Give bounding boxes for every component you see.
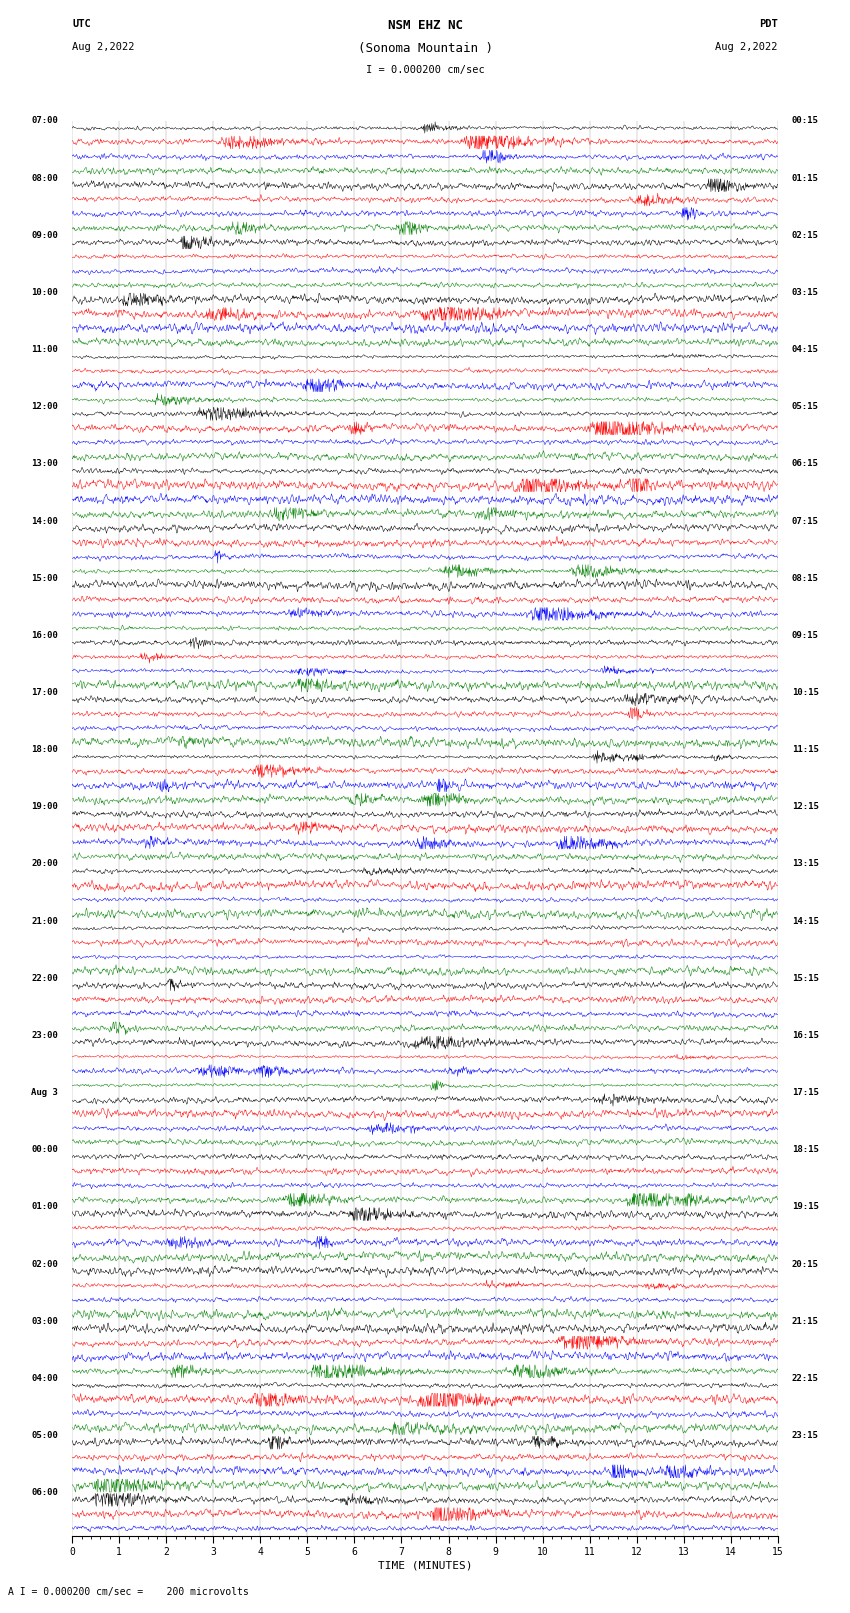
Text: PDT: PDT — [759, 19, 778, 29]
Text: I = 0.000200 cm/sec: I = 0.000200 cm/sec — [366, 65, 484, 74]
Text: Aug 2,2022: Aug 2,2022 — [715, 42, 778, 52]
Text: 02:00: 02:00 — [31, 1260, 58, 1268]
Text: 07:15: 07:15 — [792, 516, 819, 526]
Text: 20:15: 20:15 — [792, 1260, 819, 1268]
Text: Aug 3: Aug 3 — [31, 1089, 58, 1097]
Text: 16:00: 16:00 — [31, 631, 58, 640]
Text: 02:15: 02:15 — [792, 231, 819, 240]
Text: 22:15: 22:15 — [792, 1374, 819, 1382]
Text: 00:15: 00:15 — [792, 116, 819, 126]
Text: 12:00: 12:00 — [31, 402, 58, 411]
Text: 03:15: 03:15 — [792, 289, 819, 297]
X-axis label: TIME (MINUTES): TIME (MINUTES) — [377, 1560, 473, 1569]
Text: (Sonoma Mountain ): (Sonoma Mountain ) — [358, 42, 492, 55]
Text: 18:15: 18:15 — [792, 1145, 819, 1155]
Text: 15:00: 15:00 — [31, 574, 58, 582]
Text: 00:00: 00:00 — [31, 1145, 58, 1155]
Text: 09:00: 09:00 — [31, 231, 58, 240]
Text: 21:15: 21:15 — [792, 1316, 819, 1326]
Text: 03:00: 03:00 — [31, 1316, 58, 1326]
Text: 13:15: 13:15 — [792, 860, 819, 868]
Text: 05:15: 05:15 — [792, 402, 819, 411]
Text: 10:15: 10:15 — [792, 689, 819, 697]
Text: 16:15: 16:15 — [792, 1031, 819, 1040]
Text: 13:00: 13:00 — [31, 460, 58, 468]
Text: 01:15: 01:15 — [792, 174, 819, 182]
Text: A I = 0.000200 cm/sec =    200 microvolts: A I = 0.000200 cm/sec = 200 microvolts — [8, 1587, 249, 1597]
Text: 19:00: 19:00 — [31, 802, 58, 811]
Text: 10:00: 10:00 — [31, 289, 58, 297]
Text: NSM EHZ NC: NSM EHZ NC — [388, 19, 462, 32]
Text: 20:00: 20:00 — [31, 860, 58, 868]
Text: 12:15: 12:15 — [792, 802, 819, 811]
Text: 22:00: 22:00 — [31, 974, 58, 982]
Text: 08:00: 08:00 — [31, 174, 58, 182]
Text: 11:15: 11:15 — [792, 745, 819, 755]
Text: 11:00: 11:00 — [31, 345, 58, 355]
Text: 19:15: 19:15 — [792, 1202, 819, 1211]
Text: 05:00: 05:00 — [31, 1431, 58, 1440]
Text: 23:00: 23:00 — [31, 1031, 58, 1040]
Text: 09:15: 09:15 — [792, 631, 819, 640]
Text: UTC: UTC — [72, 19, 91, 29]
Text: 07:00: 07:00 — [31, 116, 58, 126]
Text: 06:15: 06:15 — [792, 460, 819, 468]
Text: 06:00: 06:00 — [31, 1489, 58, 1497]
Text: 17:00: 17:00 — [31, 689, 58, 697]
Text: 04:00: 04:00 — [31, 1374, 58, 1382]
Text: 14:00: 14:00 — [31, 516, 58, 526]
Text: 15:15: 15:15 — [792, 974, 819, 982]
Text: 14:15: 14:15 — [792, 916, 819, 926]
Text: Aug 2,2022: Aug 2,2022 — [72, 42, 135, 52]
Text: 18:00: 18:00 — [31, 745, 58, 755]
Text: 08:15: 08:15 — [792, 574, 819, 582]
Text: 23:15: 23:15 — [792, 1431, 819, 1440]
Text: 21:00: 21:00 — [31, 916, 58, 926]
Text: 17:15: 17:15 — [792, 1089, 819, 1097]
Text: 01:00: 01:00 — [31, 1202, 58, 1211]
Text: 04:15: 04:15 — [792, 345, 819, 355]
